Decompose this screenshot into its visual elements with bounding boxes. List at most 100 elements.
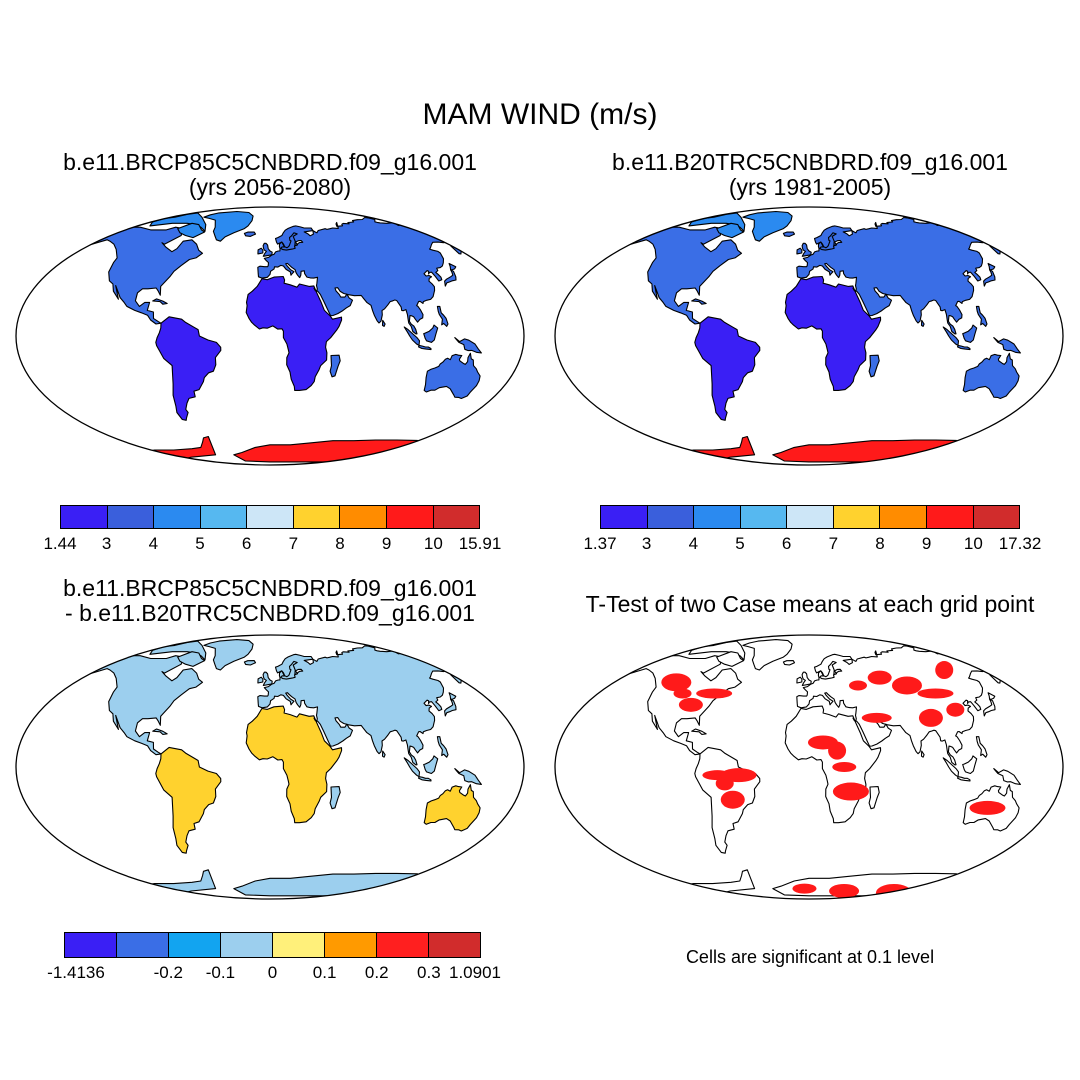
landmass-northAmerica [77, 653, 204, 756]
landmass-borneo [962, 755, 978, 775]
significant-cell-cluster [661, 673, 692, 692]
landmass-greenland [742, 210, 793, 242]
landmass-britain [801, 671, 812, 687]
landmass-cuba [152, 298, 168, 305]
colorbar-swatch [429, 933, 480, 957]
colorbar-swatch [273, 933, 325, 957]
landmass-madagascar [868, 786, 880, 810]
significant-cell-cluster [720, 790, 745, 809]
significant-cell-cluster [946, 702, 965, 717]
landmass-northAmerica [616, 224, 743, 325]
map-future-wind [15, 206, 525, 466]
colorbar-tick-label: 3 [101, 534, 112, 553]
colorbar-tick-label: 9 [381, 534, 392, 553]
colorbar-tick-label: 10 [423, 534, 443, 553]
panel-title-future-line1: b.e11.BRCP85C5CNBDRD.f09_g16.001 [63, 149, 477, 175]
colorbar-tick-label: 3 [641, 534, 652, 553]
significant-cell-cluster [969, 800, 1006, 815]
landmass-newGuinea [454, 337, 482, 354]
landmass-madagascar [868, 354, 880, 378]
significant-cell-cluster [848, 680, 867, 691]
colorbar-tick-label: 8 [335, 534, 345, 553]
landmass-newZealandN [1033, 822, 1045, 836]
panel-title-future: b.e11.BRCP85C5CNBDRD.f09_g16.001 (yrs 20… [20, 150, 520, 200]
landmass-ireland [796, 676, 803, 684]
landmass-ireland [257, 247, 264, 255]
landmass-baffin [716, 222, 745, 239]
landmass-iceland [243, 660, 257, 666]
colorbar-swatch [154, 506, 201, 528]
landmass-newGuinea [993, 337, 1021, 354]
landmass-africa [784, 275, 882, 391]
landmass-japan [983, 698, 996, 717]
colorbar-swatch [325, 933, 377, 957]
colorbar-tick-label: 1.44 [43, 534, 77, 553]
colorbar-swatch [169, 933, 221, 957]
landmass-newGuinea [454, 768, 482, 785]
colorbar-swatch [926, 506, 974, 528]
colorbar-tick-label: 7 [828, 534, 839, 553]
significant-cell-cluster [669, 885, 694, 899]
significant-cell-cluster [935, 661, 954, 680]
landmass-sriLanka [920, 750, 925, 758]
colorbar-tick-label: 0.3 [417, 963, 441, 982]
landmass-baffin [716, 651, 745, 667]
landmass-hokkaido [448, 692, 457, 700]
landmass-java [956, 344, 971, 351]
colorbar-swatch [200, 506, 248, 528]
landmass-japan [983, 269, 996, 287]
landmass-philippines [975, 305, 988, 327]
landmass-newZealandS [478, 400, 496, 411]
significant-cell-cluster [917, 688, 954, 699]
significant-cell-cluster [832, 762, 857, 772]
colorbar-swatch [973, 506, 1020, 528]
colorbar-tick-label: 6 [781, 534, 792, 553]
landmass-baffin [177, 651, 206, 667]
colorbar-tick-label: -0.2 [153, 963, 183, 982]
significant-cell-cluster [792, 883, 817, 894]
landmass-cuba [152, 728, 168, 735]
landmass-antarctica [106, 869, 217, 897]
colorbar-swatch [340, 506, 387, 528]
colorbar-swatch [65, 933, 117, 957]
landmass-ireland [257, 676, 264, 684]
landmass-ireland [796, 247, 803, 255]
colorbar-swatch [221, 933, 273, 957]
colorbar-tick-label: 1.0901 [449, 963, 501, 982]
significant-cell-cluster [918, 708, 943, 727]
panel-title-difference-line1: b.e11.BRCP85C5CNBDRD.f09_g16.001 [63, 575, 477, 601]
landmass-northAmerica [77, 224, 204, 325]
colorbar-tick-label: 6 [241, 534, 252, 553]
colorbar-tick-label: 10 [963, 534, 983, 553]
landmass-australia [423, 784, 481, 832]
landmass-philippines [436, 736, 449, 758]
colorbar-tick-label: 5 [735, 534, 745, 553]
significant-cell-cluster [891, 676, 922, 695]
landmass-antarctica [645, 869, 756, 897]
landmass-hokkaido [987, 262, 996, 271]
colorbar-tick-label: -1.4136 [47, 963, 105, 982]
landmass-newZealandN [494, 822, 506, 836]
colorbar-swatch [647, 506, 695, 528]
landmass-madagascar [329, 354, 341, 378]
landmass-eurasia [257, 216, 463, 335]
landmass-antarcticaE [233, 439, 439, 463]
landmass-cuba [691, 728, 707, 735]
colorbar-tick-label: 1.37 [583, 534, 617, 553]
landmass-java [956, 776, 971, 782]
landmass-java [417, 344, 432, 351]
colorbar-tick-label: 8 [875, 534, 885, 553]
colorbar-swatch [787, 506, 834, 528]
map-boundary [15, 206, 525, 466]
colorbar-tick-label: 9 [921, 534, 932, 553]
significant-cell-cluster [832, 782, 869, 801]
colorbar-tick-label: 7 [288, 534, 299, 553]
landmass-newZealandS [1017, 400, 1035, 411]
significant-cell-cluster [861, 712, 892, 723]
panel-title-ttest: T-Test of two Case means at each grid po… [585, 591, 1035, 617]
landmass-southAmerica [155, 746, 222, 854]
landmass-japan [444, 698, 457, 717]
landmass-sriLanka [381, 319, 386, 327]
panel-title-difference-line2: - b.e11.B20TRC5CNBDRD.f09_g16.001 [65, 600, 475, 626]
landmass-southAmerica [694, 316, 761, 421]
